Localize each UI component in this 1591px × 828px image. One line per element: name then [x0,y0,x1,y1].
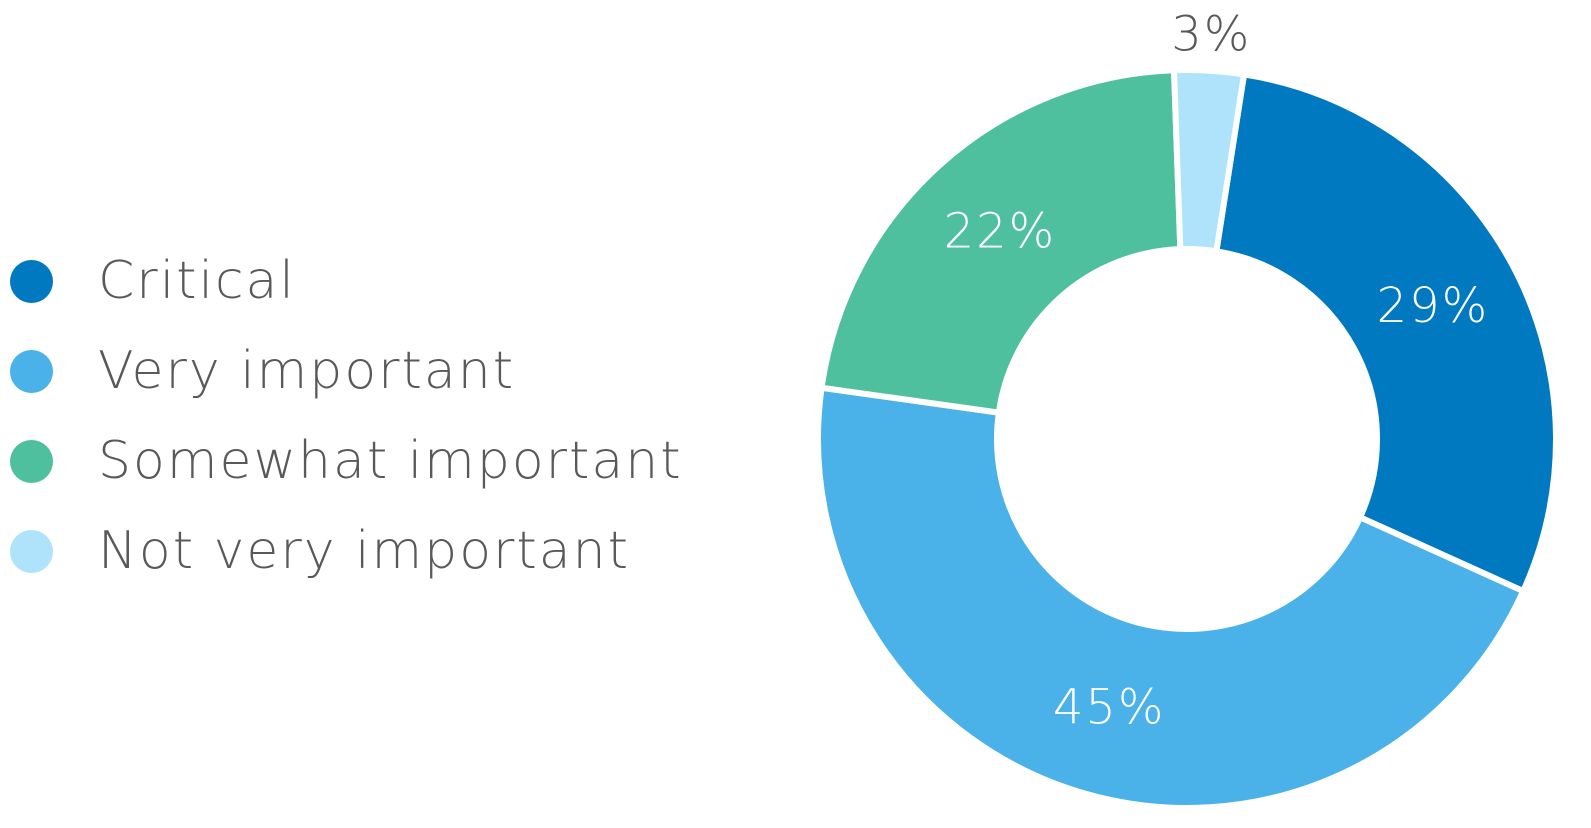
legend-label-not-very-important: Not very important [98,521,630,581]
legend-swatch-critical [10,259,53,303]
legend: Critical Very important Somewhat importa… [10,236,683,596]
legend-item-not-very-important: Not very important [10,506,683,596]
slice-critical [1213,71,1559,595]
legend-label-somewhat-important: Somewhat important [98,431,683,491]
data-label-somewhat-important: 22% [944,203,1057,259]
legend-swatch-very-important [10,349,53,393]
slice-very-important [815,384,1527,811]
slice-not-very-important [1171,67,1248,255]
data-label-very-important: 45% [1053,679,1166,735]
legend-swatch-somewhat-important [10,439,53,483]
legend-swatch-not-very-important [10,529,53,573]
legend-label-very-important: Very important [98,341,516,401]
data-label-not-very-important: 3% [1171,7,1251,63]
legend-item-critical: Critical [10,236,683,326]
legend-item-very-important: Very important [10,326,683,416]
legend-label-critical: Critical [98,251,296,311]
slice-somewhat-important [818,67,1184,416]
data-label-critical: 29% [1377,278,1490,334]
legend-item-somewhat-important: Somewhat important [10,416,683,506]
